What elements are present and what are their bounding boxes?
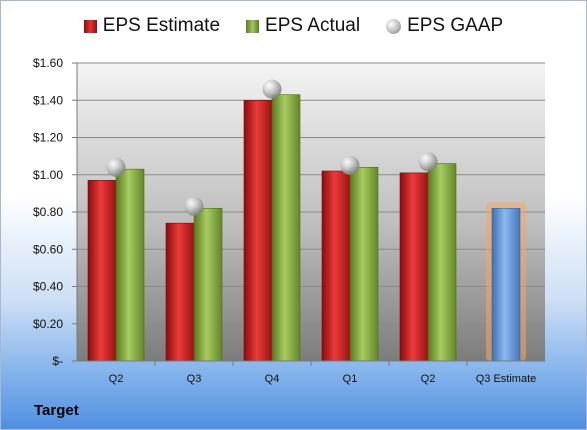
point-eps-gaap — [418, 152, 438, 172]
y-tick-label: $1.60 — [33, 56, 63, 70]
point-eps-gaap — [262, 79, 282, 99]
y-tick-label: $1.20 — [33, 131, 63, 145]
legend-label-estimate: EPS Estimate — [102, 15, 221, 36]
y-axis: $- $0.20 $0.40 $0.60 $0.80 $1.00 $1.20 $1.40 $1.… — [33, 56, 78, 368]
y-tick-label: $0.60 — [33, 242, 63, 256]
legend-item-gaap: EPS GAAP — [386, 15, 503, 37]
bar-eps-actual — [115, 168, 145, 362]
y-tick-label: $1.40 — [33, 93, 63, 107]
bar-eps-actual — [271, 94, 301, 362]
y-tick-label: $0.80 — [33, 205, 63, 219]
bar-eps-actual — [193, 207, 223, 362]
x-tick-label: Q4 — [265, 373, 280, 385]
company-name: Target — [34, 402, 79, 419]
legend-swatch-actual — [246, 19, 260, 33]
legend-swatch-gaap — [386, 18, 402, 34]
bar-eps-estimate — [87, 180, 117, 362]
x-tick-label: Q3 Estimate — [476, 373, 537, 385]
x-tick-label: Q2 — [109, 373, 124, 385]
y-tick-label: $- — [52, 354, 63, 368]
x-tick-label: Q1 — [343, 373, 358, 385]
point-eps-gaap — [340, 155, 360, 175]
point-eps-gaap — [106, 157, 126, 177]
y-tick-label: $1.00 — [33, 168, 63, 182]
bars — [87, 79, 526, 362]
bar-eps-actual — [349, 167, 379, 362]
bar-eps-estimate — [399, 172, 429, 362]
x-tick-label: Q3 — [187, 373, 202, 385]
bar-eps-actual — [427, 163, 457, 362]
y-tick-label: $0.40 — [33, 280, 63, 294]
bar-eps-estimate — [165, 222, 195, 362]
legend: EPS Estimate EPS Actual EPS GAAP — [1, 15, 586, 37]
legend-swatch-estimate — [83, 19, 97, 33]
x-axis: Q2 Q3 Q4 Q1 Q2 Q3 Estimate — [77, 360, 545, 385]
bar-eps-forecast — [491, 207, 521, 362]
legend-item-actual: EPS Actual — [246, 15, 360, 37]
legend-label-gaap: EPS GAAP — [407, 15, 504, 36]
legend-label-actual: EPS Actual — [265, 15, 361, 36]
bar-eps-estimate — [243, 99, 273, 362]
x-tick-label: Q2 — [421, 373, 436, 385]
y-tick-label: $0.20 — [33, 317, 63, 331]
legend-item-estimate: EPS Estimate — [83, 15, 221, 37]
point-eps-gaap — [184, 196, 204, 216]
bar-eps-estimate — [321, 170, 351, 362]
